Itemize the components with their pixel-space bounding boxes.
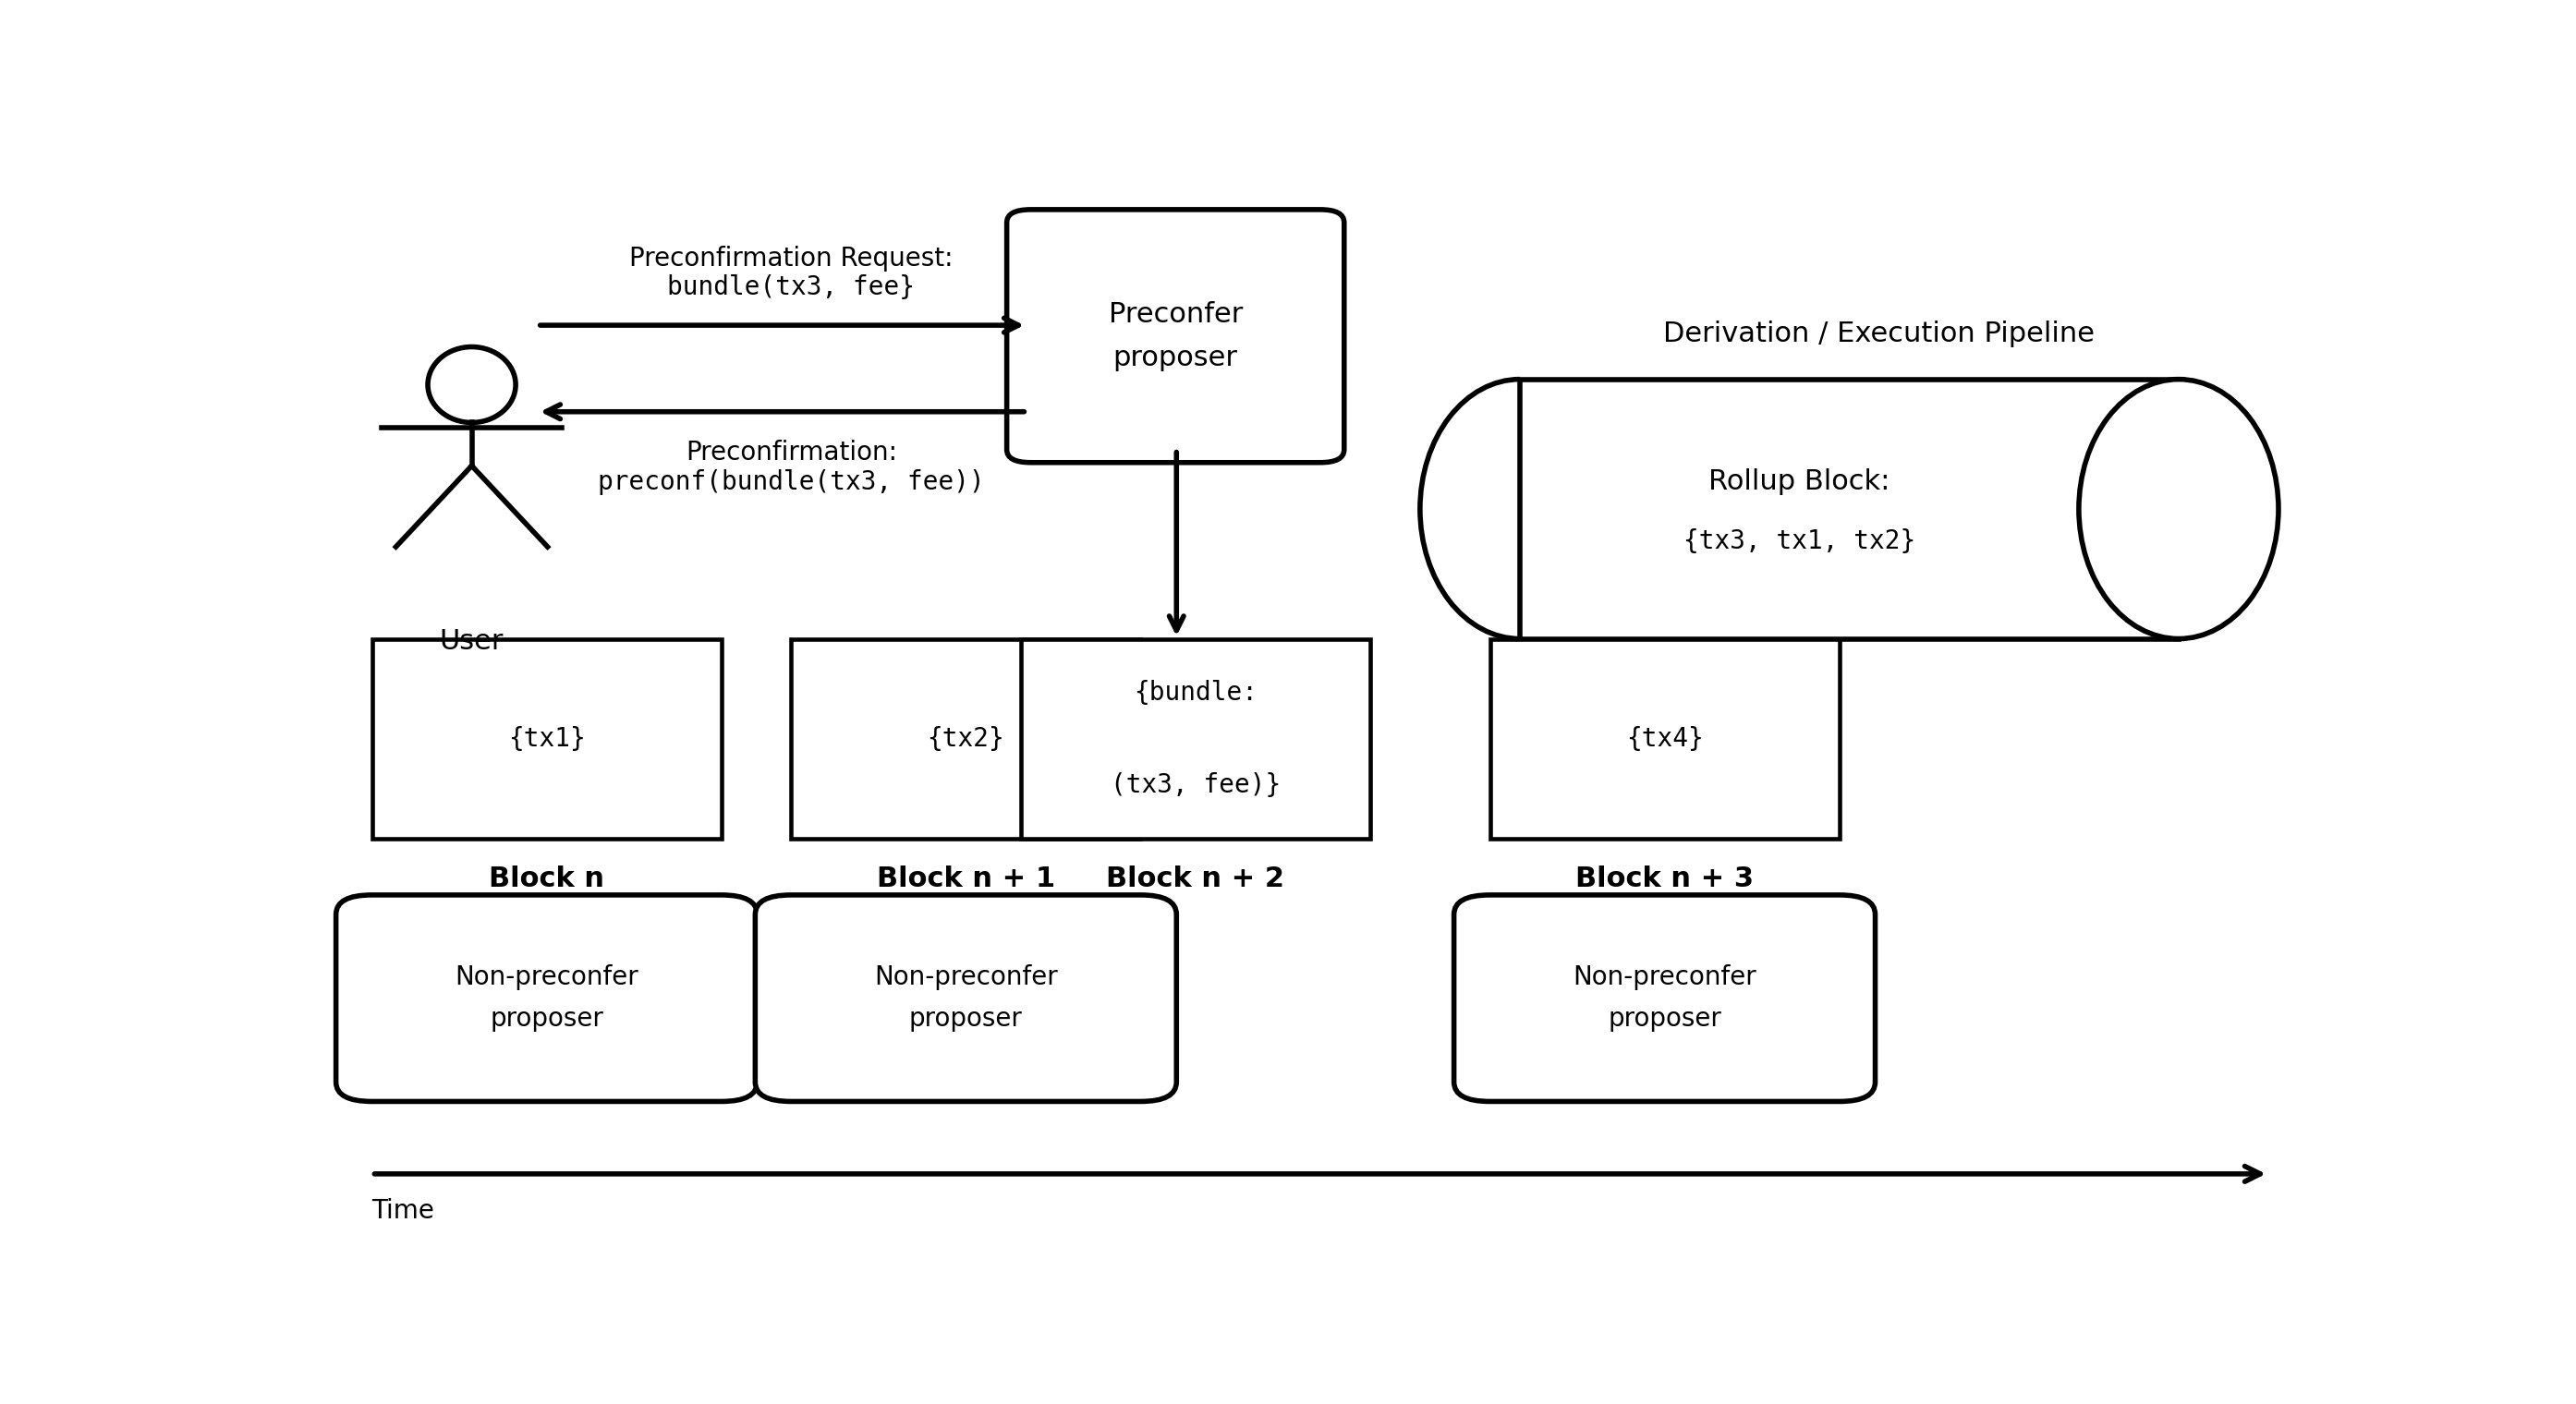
Text: Preconfirmation Request:: Preconfirmation Request:: [629, 246, 953, 271]
Text: {tx2}: {tx2}: [927, 726, 1005, 751]
Text: Block n: Block n: [489, 866, 605, 893]
Text: Rollup Block:: Rollup Block:: [1708, 469, 1891, 496]
Bar: [1489, 639, 1839, 838]
Bar: [1020, 639, 1370, 838]
Text: Non-preconfer
proposer: Non-preconfer proposer: [873, 965, 1059, 1032]
Text: Block n + 3: Block n + 3: [1577, 866, 1754, 893]
Text: preconf(bundle(tx3, fee)): preconf(bundle(tx3, fee)): [598, 469, 984, 496]
Text: Non-preconfer
proposer: Non-preconfer proposer: [456, 965, 639, 1032]
Text: Non-preconfer
proposer: Non-preconfer proposer: [1574, 965, 1757, 1032]
Text: Block n + 1: Block n + 1: [876, 866, 1056, 893]
Bar: [1520, 379, 2179, 639]
FancyBboxPatch shape: [1453, 894, 1875, 1102]
FancyBboxPatch shape: [1007, 209, 1345, 462]
Text: bundle(tx3, fee}: bundle(tx3, fee}: [667, 275, 914, 300]
Text: {tx3, tx1, tx2}: {tx3, tx1, tx2}: [1682, 528, 1917, 555]
Text: Block n + 2: Block n + 2: [1105, 866, 1285, 893]
FancyBboxPatch shape: [335, 894, 757, 1102]
FancyBboxPatch shape: [755, 894, 1177, 1102]
Text: Preconfirmation:: Preconfirmation:: [685, 439, 896, 466]
Text: {tx4}: {tx4}: [1625, 726, 1703, 751]
Text: Derivation / Execution Pipeline: Derivation / Execution Pipeline: [1664, 320, 2094, 347]
Text: Preconfer
proposer: Preconfer proposer: [1108, 300, 1242, 371]
Text: Time: Time: [371, 1198, 435, 1223]
Text: {bundle:

(tx3, fee)}: {bundle: (tx3, fee)}: [1110, 680, 1280, 797]
Text: User: User: [440, 628, 505, 654]
Ellipse shape: [2079, 379, 2277, 639]
Bar: [791, 639, 1141, 838]
Text: {tx1}: {tx1}: [507, 726, 585, 751]
Bar: [371, 639, 721, 838]
